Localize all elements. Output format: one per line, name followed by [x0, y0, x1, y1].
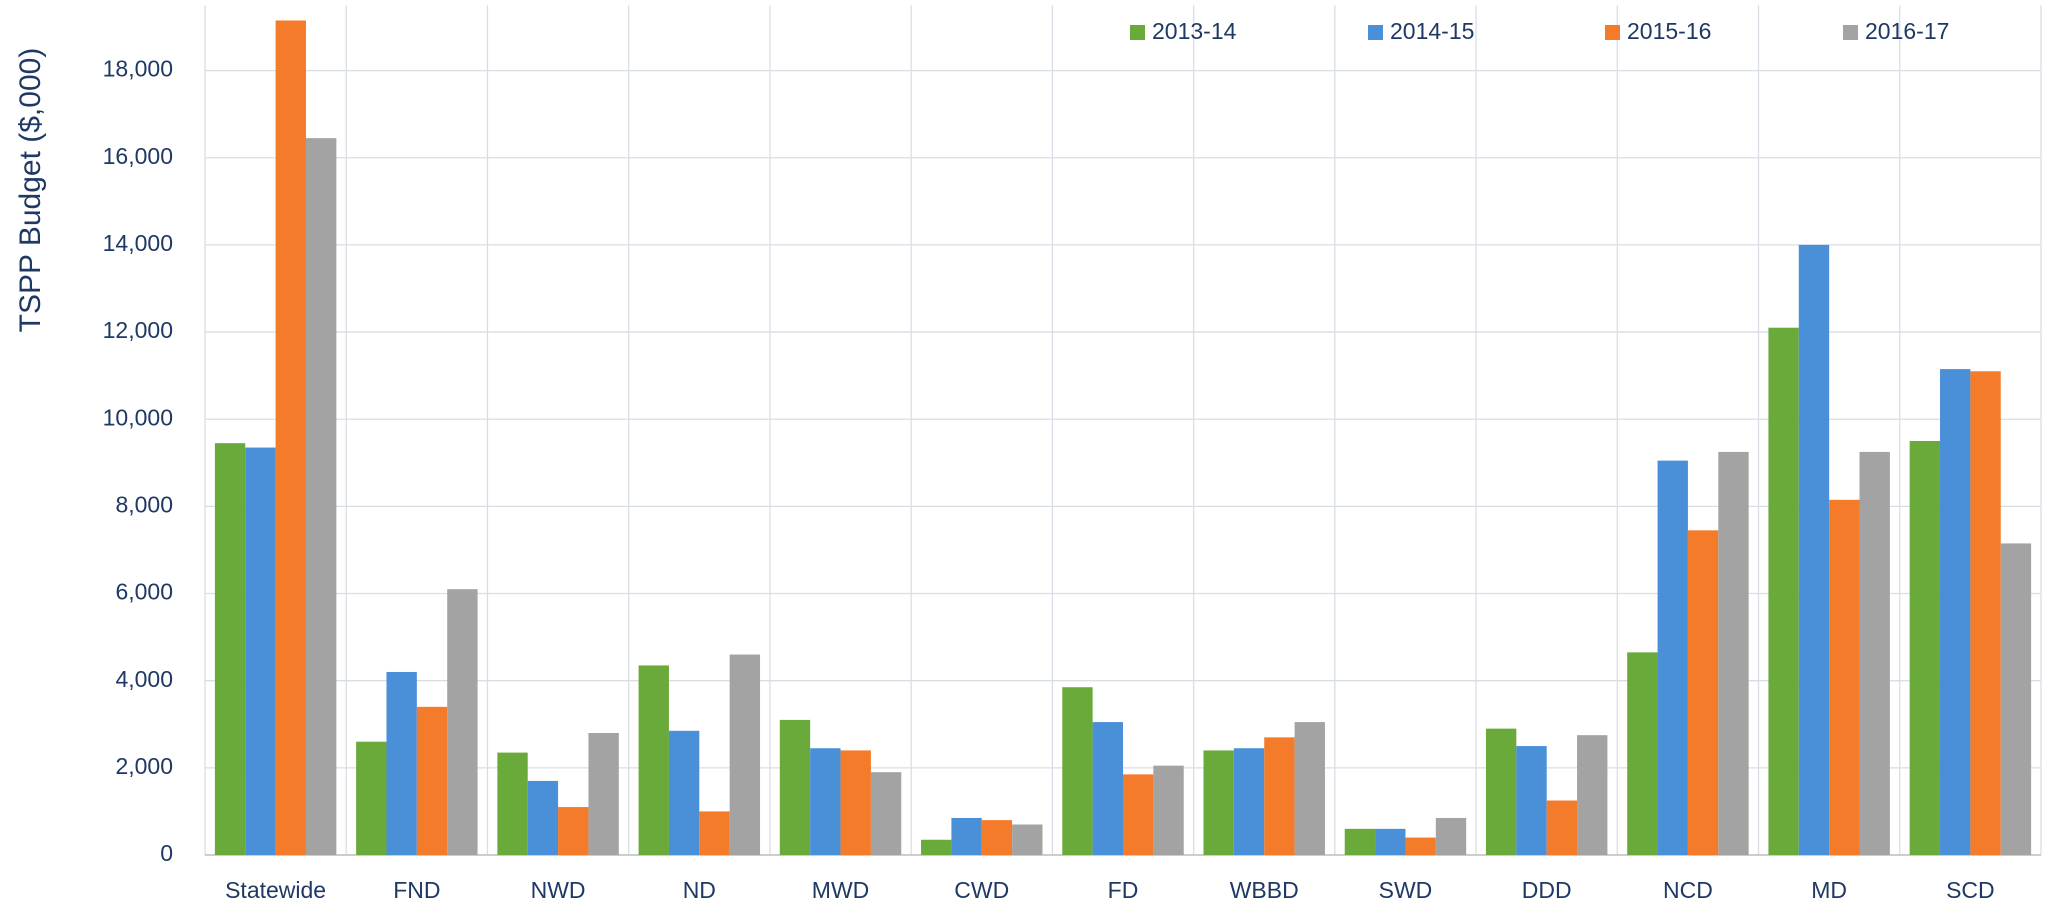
legend-swatch [1605, 25, 1620, 40]
bar [1203, 750, 1234, 855]
bar [1687, 530, 1719, 855]
x-tick-label: FD [1108, 877, 1139, 903]
x-tick-label: FND [393, 877, 440, 903]
legend-label: 2013-14 [1152, 18, 1237, 44]
bar [1344, 828, 1376, 855]
y-tick-label: 0 [160, 840, 173, 866]
x-tick-label: SCD [1946, 877, 1995, 903]
bar [951, 817, 982, 855]
x-tick-label: Statewide [225, 877, 326, 903]
x-tick-label: DDD [1522, 877, 1572, 903]
bar [1405, 837, 1436, 855]
x-tick-label: NWD [531, 877, 586, 903]
bar [356, 741, 387, 855]
bar [638, 665, 669, 855]
y-axis-title: TSPP Budget ($,000) [14, 48, 47, 333]
bar [1153, 765, 1184, 855]
bar [1798, 244, 1830, 855]
y-tick-label: 2,000 [115, 753, 173, 779]
bar [214, 443, 246, 855]
bar [1718, 451, 1749, 855]
bar [1829, 499, 1860, 855]
bar [779, 719, 811, 855]
bar [1657, 460, 1688, 855]
legend-label: 2014-15 [1390, 18, 1474, 44]
x-tick-label: ND [683, 877, 716, 903]
y-tick-label: 18,000 [103, 56, 173, 82]
y-tick-label: 8,000 [115, 491, 173, 517]
x-tick-label: SWD [1379, 877, 1433, 903]
bar [1435, 817, 1467, 855]
bar [527, 780, 559, 855]
bar [275, 20, 306, 856]
bar [416, 706, 448, 855]
bar [1940, 369, 1971, 855]
bar [1546, 800, 1578, 855]
bar [1012, 824, 1043, 855]
bar [810, 748, 841, 855]
y-tick-label: 10,000 [103, 404, 173, 430]
x-tick-label: CWD [954, 877, 1009, 903]
bar [1233, 748, 1265, 855]
bar [1577, 735, 1608, 855]
x-tick-label: NCD [1663, 877, 1713, 903]
y-tick-label: 12,000 [103, 317, 173, 343]
x-tick-label: WBBD [1230, 877, 1299, 903]
legend-label: 2016-17 [1865, 18, 1949, 44]
bar [1970, 371, 2001, 855]
legend-swatch [1130, 25, 1145, 40]
y-tick-label: 4,000 [115, 666, 173, 692]
bar [1859, 451, 1890, 855]
bar [1627, 652, 1658, 855]
bar [1375, 828, 1406, 855]
bar [1768, 327, 1799, 856]
y-tick-label: 16,000 [103, 143, 173, 169]
bar [981, 820, 1013, 855]
bar [1909, 441, 1941, 855]
bar [729, 654, 761, 855]
bar [1485, 728, 1517, 855]
legend-swatch [1843, 25, 1858, 40]
x-tick-label: MD [1811, 877, 1847, 903]
bar [386, 671, 417, 855]
y-tick-label: 14,000 [103, 230, 173, 256]
legend-label: 2015-16 [1627, 18, 1711, 44]
bar [840, 750, 871, 855]
bar [1123, 774, 1154, 855]
bar [497, 752, 528, 855]
bar [1062, 687, 1093, 855]
bar [305, 138, 337, 855]
bar [245, 447, 276, 855]
bar [2000, 543, 2032, 855]
bar [699, 811, 730, 855]
bar [1294, 722, 1325, 855]
y-tick-label: 6,000 [115, 579, 173, 605]
bar [921, 839, 952, 855]
bar [1264, 737, 1295, 855]
bar [1092, 722, 1123, 855]
legend-swatch [1368, 25, 1383, 40]
x-tick-label: MWD [812, 877, 869, 903]
bar [588, 732, 619, 855]
bar [870, 772, 902, 855]
bar [1516, 746, 1547, 855]
bar [447, 589, 478, 855]
bar [558, 807, 589, 855]
bar [668, 730, 700, 855]
